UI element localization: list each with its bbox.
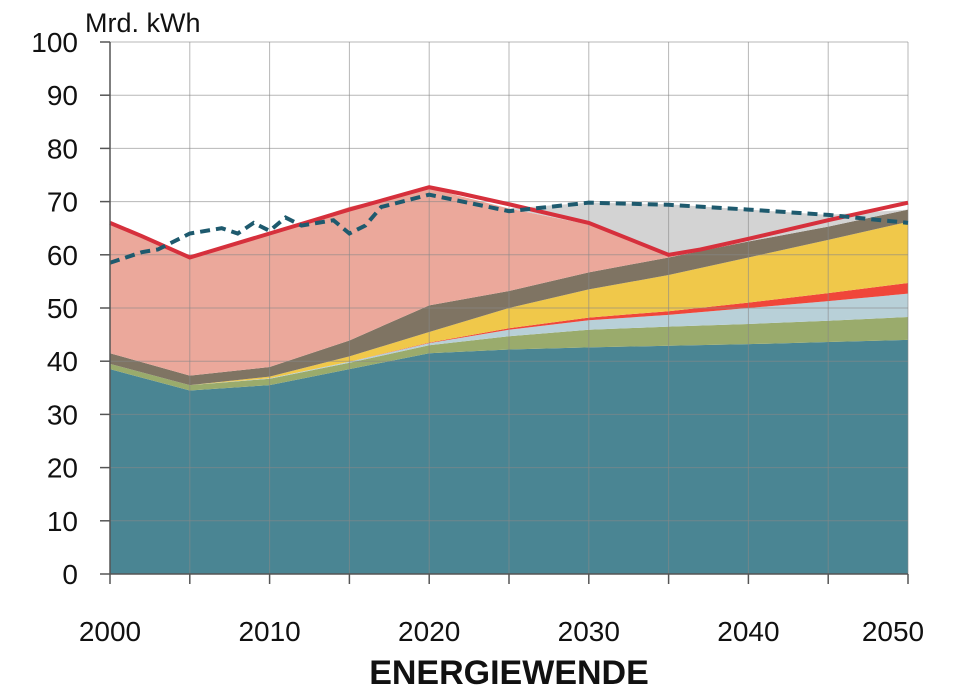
line: [109, 185, 909, 260]
x-tick-label: 2020: [398, 616, 460, 647]
x-tick-label: 2000: [79, 616, 141, 647]
area: [110, 188, 908, 258]
y-tick-label: 60: [47, 240, 78, 271]
area: [110, 317, 908, 391]
area: [110, 293, 908, 386]
y-tick-label: 50: [47, 293, 78, 324]
y-axis-label: Mrd. kWh: [85, 8, 201, 38]
y-tick-label: 20: [47, 453, 78, 484]
chart-title: ENERGIEWENDE: [369, 654, 649, 692]
x-tick-label: 2040: [717, 616, 779, 647]
y-tick-label: 30: [47, 399, 78, 430]
y-tick-label: 0: [62, 559, 78, 590]
y-tick-label: 10: [47, 506, 78, 537]
y-tick-label: 40: [47, 346, 78, 377]
area: [110, 282, 908, 386]
x-tick-label: 2030: [558, 616, 620, 647]
x-tick-label: 2010: [238, 616, 300, 647]
y-tick-label: 100: [31, 27, 78, 58]
y-tick-label: 90: [47, 80, 78, 111]
line: [109, 192, 909, 265]
y-tick-label: 70: [47, 187, 78, 218]
y-tick-label: 80: [47, 133, 78, 164]
x-tick-label: 2050: [862, 616, 924, 647]
